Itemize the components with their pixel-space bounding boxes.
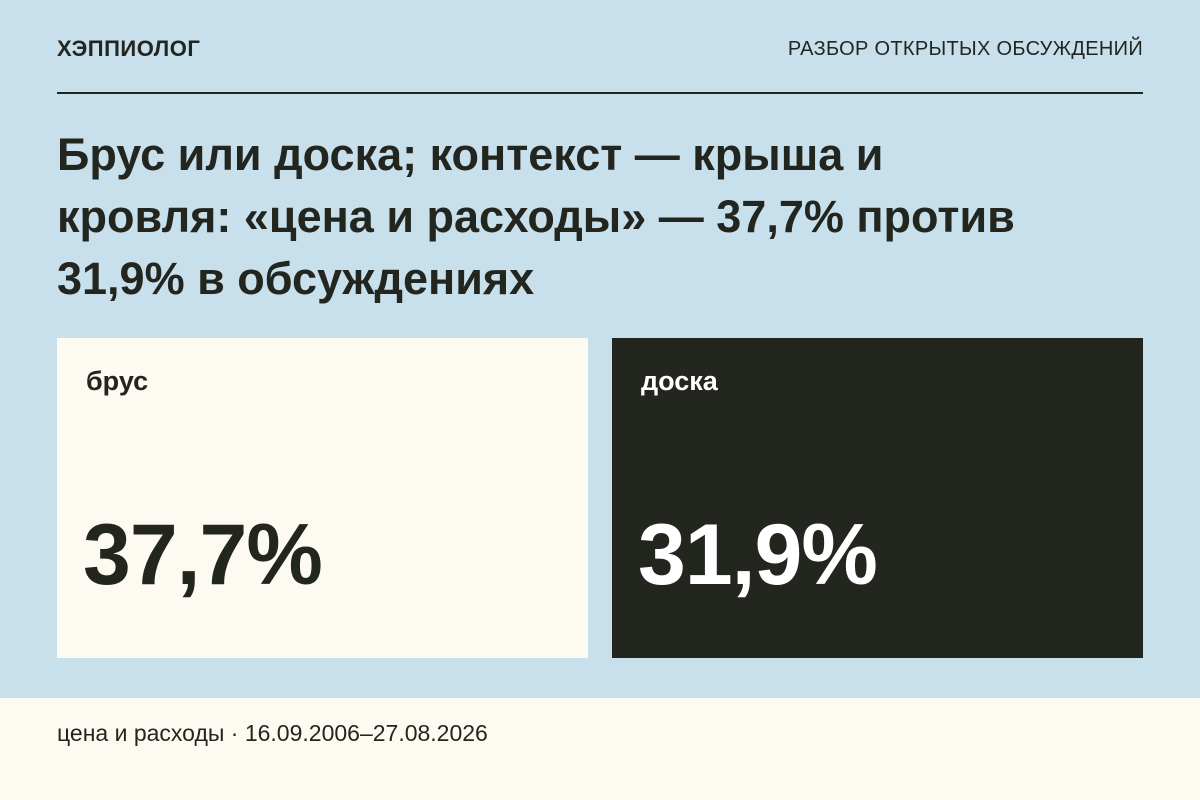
card-value: 31,9% — [638, 507, 878, 603]
divider — [57, 92, 1143, 94]
card: доска 31,9% — [612, 338, 1143, 658]
card: брус 37,7% — [57, 338, 588, 658]
section-title: РАЗБОР ОТКРЫТЫХ ОБСУЖДЕНИЙ — [787, 38, 1143, 60]
footer-note: цена и расходы · 16.09.2006–27.08.2026 — [57, 720, 488, 746]
card-label: брус — [86, 366, 149, 396]
card-label: доска — [641, 366, 718, 396]
footer: цена и расходы · 16.09.2006–27.08.2026 — [0, 698, 1200, 800]
brand: ХЭППИОЛОГ — [57, 36, 201, 61]
card-value: 37,7% — [83, 507, 323, 603]
headline: Брус или доска; контекст — крыша и кровл… — [57, 129, 1015, 304]
